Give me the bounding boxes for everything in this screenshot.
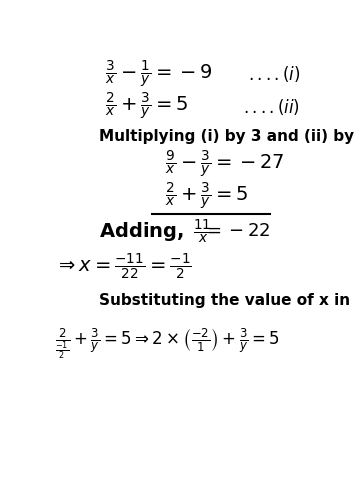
Text: Substituting the value of x in (ii): Substituting the value of x in (ii) (99, 292, 355, 307)
Text: $\Rightarrow x = \frac{-11}{22} = \frac{-1}{2}$: $\Rightarrow x = \frac{-11}{22} = \frac{… (55, 251, 192, 281)
Text: $....(i)$: $....(i)$ (248, 64, 300, 84)
Text: $\frac{3}{x} - \frac{1}{y} = -9$: $\frac{3}{x} - \frac{1}{y} = -9$ (105, 59, 212, 90)
Text: $\frac{9}{x} - \frac{3}{y} = -27$: $\frac{9}{x} - \frac{3}{y} = -27$ (165, 149, 285, 180)
Text: $\mathbf{Adding,} \; \frac{11}{x}$: $\mathbf{Adding,} \; \frac{11}{x}$ (99, 217, 213, 245)
Text: $\frac{2}{\frac{-1}{2}} + \frac{3}{y} = 5 \Rightarrow 2 \times \left(\frac{-2}{1: $\frac{2}{\frac{-1}{2}} + \frac{3}{y} = … (55, 326, 280, 361)
Text: $\frac{2}{x} + \frac{3}{y} = 5$: $\frac{2}{x} + \frac{3}{y} = 5$ (105, 91, 188, 122)
Text: $\frac{2}{x} + \frac{3}{y} = 5$: $\frac{2}{x} + \frac{3}{y} = 5$ (165, 181, 248, 212)
Text: $....(ii)$: $....(ii)$ (243, 97, 300, 117)
Text: Multiplying (i) by 3 and (ii) by 1, we get: Multiplying (i) by 3 and (ii) by 1, we g… (99, 129, 355, 144)
Text: $= -22$: $= -22$ (203, 222, 270, 240)
